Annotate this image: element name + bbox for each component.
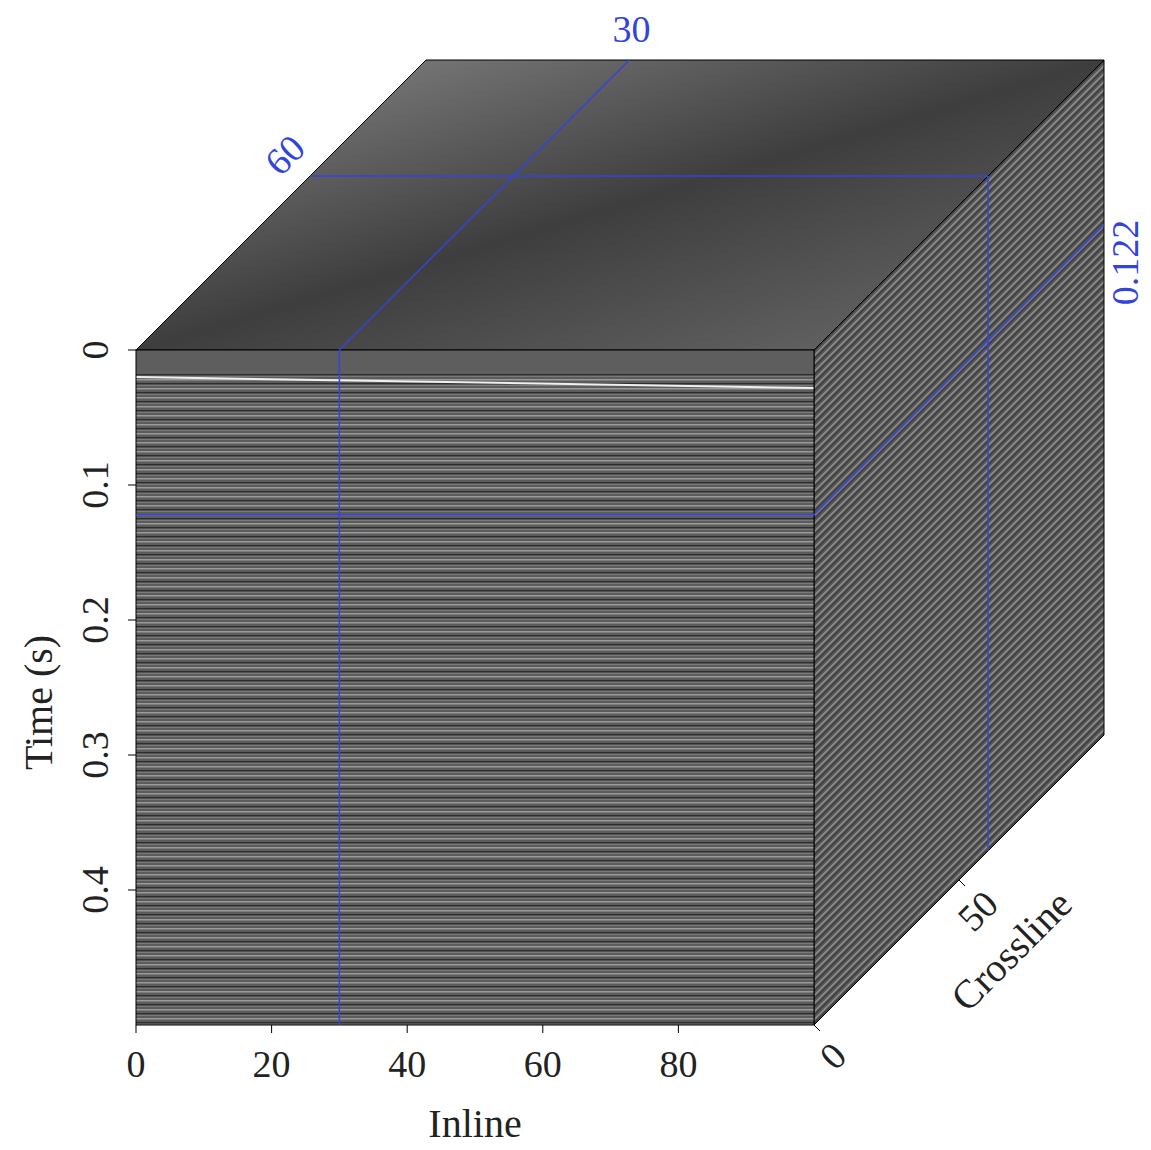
svg-text:80: 80: [659, 1043, 697, 1085]
svg-text:60: 60: [524, 1043, 562, 1085]
svg-text:Time (s): Time (s): [16, 635, 61, 770]
svg-text:0.1: 0.1: [74, 461, 116, 509]
svg-text:0.3: 0.3: [74, 731, 116, 779]
svg-text:0: 0: [74, 341, 116, 360]
svg-text:0.2: 0.2: [74, 596, 116, 644]
svg-text:0: 0: [811, 1034, 854, 1077]
svg-text:0.4: 0.4: [74, 866, 116, 914]
svg-text:20: 20: [253, 1043, 291, 1085]
svg-text:0.122: 0.122: [1104, 220, 1146, 306]
svg-text:30: 30: [612, 8, 650, 50]
svg-text:60: 60: [257, 127, 314, 184]
svg-text:0: 0: [127, 1043, 146, 1085]
svg-text:Crossline: Crossline: [942, 881, 1081, 1020]
svg-text:50: 50: [950, 883, 1007, 940]
svg-text:40: 40: [388, 1043, 426, 1085]
svg-text:Inline: Inline: [428, 1101, 521, 1146]
